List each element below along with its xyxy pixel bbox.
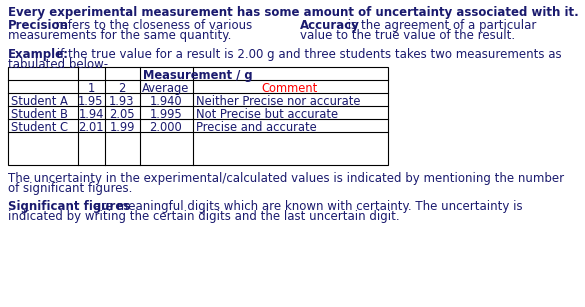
Text: 1.99: 1.99 (109, 121, 135, 134)
Text: The uncertainty in the experimental/calculated values is indicated by mentioning: The uncertainty in the experimental/calc… (8, 172, 564, 185)
Text: 1.940: 1.940 (150, 95, 183, 108)
Text: 2: 2 (118, 82, 126, 95)
Text: is the agreement of a particular: is the agreement of a particular (344, 19, 536, 32)
Text: Student C: Student C (11, 121, 68, 134)
Text: Average: Average (142, 82, 190, 95)
Text: if the true value for a result is 2.00 g and three students takes two measuremen: if the true value for a result is 2.00 g… (53, 48, 562, 61)
Text: Every experimental measurement has some amount of uncertainty associated with it: Every experimental measurement has some … (8, 6, 579, 19)
Text: of significant figures.: of significant figures. (8, 182, 132, 195)
Text: Comment: Comment (262, 82, 318, 95)
Bar (8, 67, 388, 165)
Text: Accuracy: Accuracy (300, 19, 360, 32)
Text: 1: 1 (87, 82, 95, 95)
Text: Measurement / g: Measurement / g (143, 69, 253, 82)
Text: Student B: Student B (11, 108, 68, 121)
Text: 1.93: 1.93 (109, 95, 135, 108)
Text: Example:: Example: (8, 48, 69, 61)
Text: 1.95: 1.95 (78, 95, 104, 108)
Text: 2.000: 2.000 (150, 121, 183, 134)
Text: tabulated below-: tabulated below- (8, 58, 108, 71)
Text: Not Precise but accurate: Not Precise but accurate (196, 108, 338, 121)
Text: are meaningful digits which are known with certainty. The uncertainty is: are meaningful digits which are known wi… (90, 200, 522, 213)
Text: Precision: Precision (8, 19, 69, 32)
Text: measurements for the same quantity.: measurements for the same quantity. (8, 29, 232, 42)
Text: indicated by writing the certain digits and the last uncertain digit.: indicated by writing the certain digits … (8, 210, 400, 223)
Text: 2.05: 2.05 (109, 108, 135, 121)
Text: refers to the closeness of various: refers to the closeness of various (52, 19, 252, 32)
Text: value to the true value of the result.: value to the true value of the result. (300, 29, 515, 42)
Text: Student A: Student A (11, 95, 68, 108)
Text: 1.94: 1.94 (78, 108, 104, 121)
Text: 1.995: 1.995 (150, 108, 183, 121)
Text: Significant figures: Significant figures (8, 200, 130, 213)
Text: Precise and accurate: Precise and accurate (196, 121, 316, 134)
Text: 2.01: 2.01 (78, 121, 104, 134)
Text: Neither Precise nor accurate: Neither Precise nor accurate (196, 95, 360, 108)
